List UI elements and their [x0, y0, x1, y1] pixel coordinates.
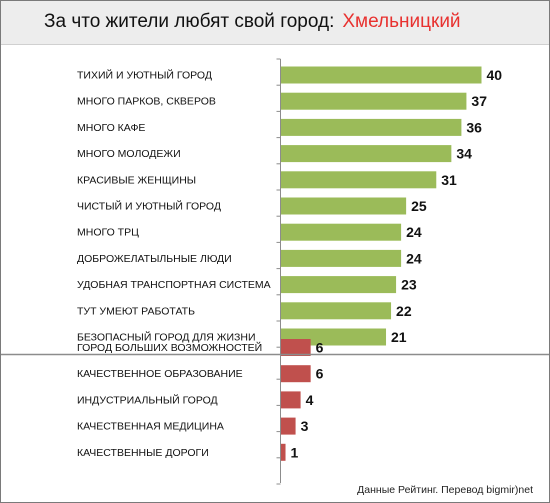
- bar: [280, 197, 407, 215]
- bar: [280, 391, 301, 409]
- data-label: 6: [316, 366, 324, 382]
- source-note: Данные Рейтинг. Перевод bigmir)net: [357, 484, 533, 496]
- data-label: 4: [306, 392, 314, 408]
- chart-title: За что жители любят свой город: Хмельницк…: [44, 11, 461, 33]
- data-label: 24: [406, 250, 422, 266]
- data-label: 6: [316, 340, 324, 356]
- bar: [280, 223, 402, 241]
- data-label: 40: [487, 67, 503, 83]
- data-label: 22: [396, 303, 412, 319]
- category-label: МНОГО КАФЕ: [77, 122, 145, 134]
- bar: [280, 66, 482, 84]
- bar: [280, 365, 311, 383]
- category-label: БЕЗОПАСНЫЙ ГОРОД ДЛЯ ЖИЗНИ: [77, 331, 256, 344]
- bar: [280, 443, 286, 461]
- chart-header: За что жители любят свой город: Хмельницк…: [1, 1, 549, 45]
- category-label: ГОРОД БОЛЬШИХ ВОЗМОЖНОСТЕЙ: [77, 341, 262, 354]
- data-label: 31: [441, 172, 457, 188]
- data-label: 3: [301, 418, 309, 434]
- bar: [280, 339, 311, 356]
- bar: [280, 171, 437, 189]
- city-name: Хмельницкий: [342, 11, 461, 32]
- category-label: КРАСИВЫЕ ЖЕНЩИНЫ: [77, 174, 196, 186]
- category-label: МНОГО ТРЦ: [77, 227, 139, 239]
- data-label: 24: [406, 224, 422, 240]
- category-label: КАЧЕСТВЕННАЯ МЕДИЦИНА: [77, 421, 224, 433]
- category-label: МНОГО МОЛОДЕЖИ: [77, 148, 181, 160]
- category-label: КАЧЕСТВЕННЫЕ ДОРОГИ: [77, 447, 209, 459]
- data-label: 23: [401, 277, 417, 293]
- bar: [280, 276, 397, 294]
- bar: [280, 118, 462, 136]
- category-label: ЧИСТЫЙ И УЮТНЫЙ ГОРОД: [77, 200, 221, 213]
- data-label: 37: [471, 93, 487, 109]
- category-label: КАЧЕСТВЕННОЕ ОБРАЗОВАНИЕ: [77, 368, 243, 380]
- data-label: 21: [391, 329, 407, 345]
- category-label: МНОГО ПАРКОВ, СКВЕРОВ: [77, 96, 216, 108]
- bar: [280, 92, 467, 110]
- category-label: УДОБНАЯ ТРАНСПОРТНАЯ СИСТЕМА: [77, 279, 271, 291]
- bar: [280, 417, 296, 435]
- data-label: 36: [466, 119, 482, 135]
- data-label: 34: [456, 146, 472, 162]
- data-label: 1: [291, 444, 299, 460]
- category-label: ИНДУСТРИАЛЬНЫЙ ГОРОД: [77, 393, 218, 406]
- bar: [280, 302, 392, 320]
- data-label: 25: [411, 198, 427, 214]
- category-label: ДОБРОЖЕЛАТЫЛЬНЫЕ ЛЮДИ: [77, 253, 232, 265]
- category-label: ТИХИЙ И УЮТНЫЙ ГОРОД: [77, 69, 212, 82]
- category-label: ТУТ УМЕЮТ РАБОТАТЬ: [77, 305, 195, 317]
- bar: [280, 145, 452, 163]
- title-text: За что жители любят свой город:: [44, 11, 335, 32]
- bar: [280, 249, 402, 267]
